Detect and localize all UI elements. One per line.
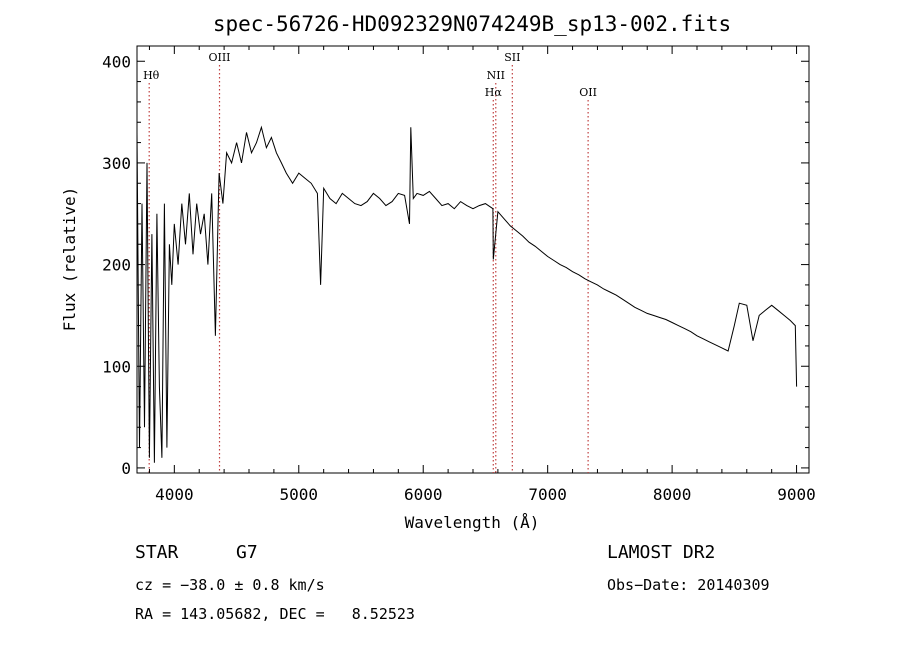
redshift-velocity: cz = −38.0 ± 0.8 km/s: [135, 576, 325, 594]
emission-line-label: Hα: [485, 86, 503, 99]
object-subclass: G7: [236, 542, 258, 563]
coordinates: RA = 143.05682, DEC = 8.52523: [135, 605, 415, 623]
axis-ticks: 4000 5000 6000 7000 8000 9000 0 100 200 300 400: [102, 46, 816, 504]
x-tick-label: 9000: [777, 485, 816, 504]
emission-line-label: OIII: [208, 51, 230, 64]
plot-frame: [136, 45, 810, 474]
x-tick-label: 8000: [653, 485, 692, 504]
survey-name: LAMOST DR2: [607, 542, 716, 563]
x-tick-label: 5000: [280, 485, 319, 504]
y-tick-label: 300: [102, 154, 131, 173]
y-tick-label: 100: [102, 357, 131, 376]
y-axis-label: Flux (relative): [60, 187, 79, 332]
x-tick-label: 7000: [528, 485, 567, 504]
x-tick-label: 6000: [404, 485, 443, 504]
spectrum-series-line: [136, 125, 798, 463]
chart-title: spec-56726-HD092329N074249B_sp13-002.fit…: [213, 12, 731, 36]
x-axis-label: Wavelength (Å): [405, 513, 540, 532]
object-type: STAR: [135, 542, 179, 563]
observation-date: Obs−Date: 20140309: [607, 576, 770, 594]
emission-line-label: OII: [579, 86, 597, 99]
y-tick-label: 400: [102, 52, 131, 71]
emission-line-label: NII: [487, 69, 505, 82]
emission-line-markers: Hθ OIII NII Hα OII SII: [143, 51, 597, 473]
x-tick-label: 4000: [155, 485, 194, 504]
y-tick-label: 0: [121, 459, 131, 478]
emission-line-label: SII: [504, 51, 520, 64]
emission-line-label: Hθ: [143, 69, 160, 82]
y-tick-label: 200: [102, 256, 131, 275]
